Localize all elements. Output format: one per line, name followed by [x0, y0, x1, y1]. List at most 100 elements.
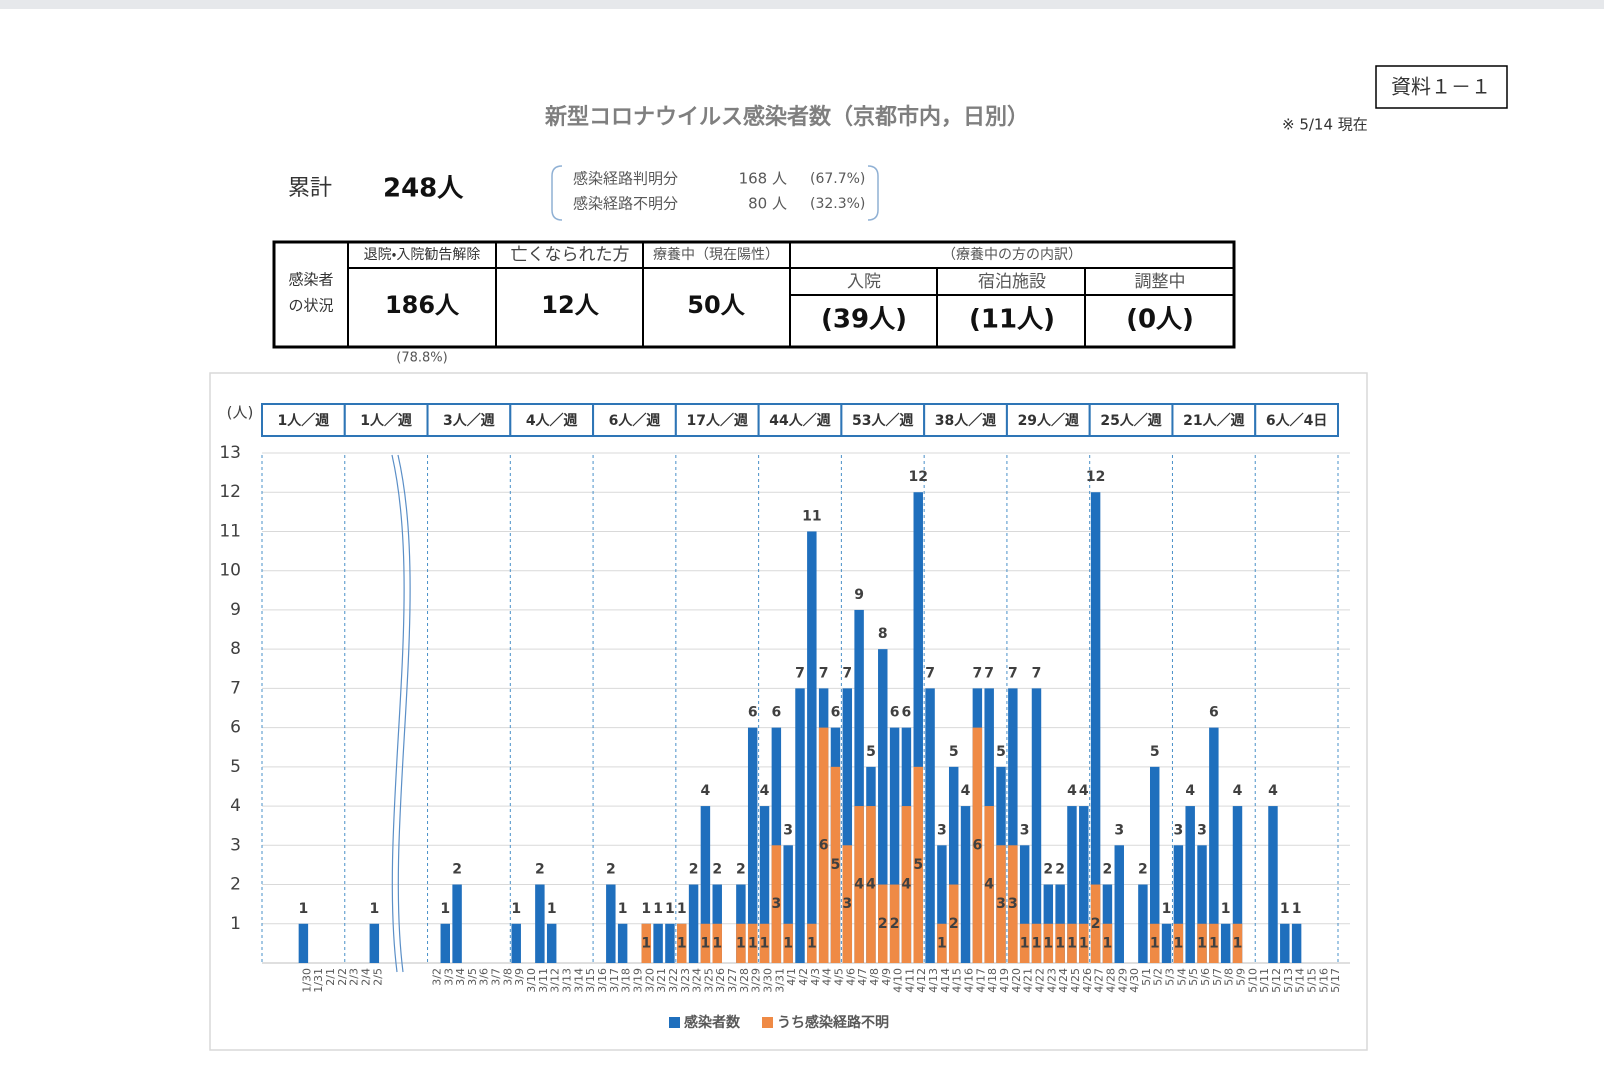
x-tick-label: 3/19 — [631, 968, 644, 993]
value-label: 1 — [547, 901, 557, 917]
week-label: 1人／週 — [278, 413, 330, 429]
x-tick-label: 4/5 — [832, 968, 845, 986]
unknown-route-bar — [1209, 923, 1219, 963]
value-label: 3 — [1197, 822, 1207, 838]
value-label: 1 — [1173, 935, 1183, 951]
row-header: 感染者 — [288, 271, 333, 289]
sub-header: 入院 — [847, 272, 881, 292]
value-label: 4 — [902, 877, 912, 893]
y-tick-label: 3 — [230, 835, 241, 855]
unknown-route-bar — [1232, 923, 1243, 963]
value-label: 7 — [819, 665, 829, 681]
value-label: 5 — [1150, 744, 1160, 760]
value-label: 2 — [452, 862, 462, 878]
x-tick-label: 4/3 — [809, 968, 822, 986]
value-label: 1 — [677, 935, 687, 951]
unknown-route-bar — [937, 923, 947, 963]
x-tick-label: 3/21 — [655, 968, 668, 993]
x-tick-label: 5/13 — [1282, 968, 1295, 993]
x-tick-label: 5/16 — [1317, 968, 1330, 993]
x-tick-label: 5/1 — [1140, 968, 1153, 986]
x-tick-label: 4/2 — [797, 968, 810, 986]
x-tick-label: 5/17 — [1329, 968, 1342, 993]
value-label: 7 — [925, 665, 935, 681]
value-label: 1 — [1221, 901, 1231, 917]
value-label: 4 — [961, 783, 971, 799]
x-tick-label: 4/19 — [998, 968, 1011, 993]
sub-header: 調整中 — [1135, 272, 1186, 292]
unknown-route-bar — [854, 806, 864, 963]
value-label: 1 — [748, 935, 758, 951]
bar — [1008, 688, 1018, 963]
unknown-route-bar — [736, 923, 746, 963]
value-label: 1 — [665, 901, 675, 917]
value-label: 6 — [1209, 705, 1219, 721]
bar — [440, 923, 451, 963]
week-label: 53人／週 — [852, 413, 913, 429]
unknown-route-bar — [1079, 923, 1089, 963]
bar — [1138, 884, 1148, 963]
bar — [878, 649, 888, 963]
bar — [807, 531, 817, 963]
legend-label: うち感染経路不明 — [777, 1014, 889, 1031]
x-tick-label: 3/27 — [726, 968, 739, 993]
unknown-route-bar — [759, 923, 770, 963]
bar — [1220, 923, 1231, 963]
y-tick-label: 2 — [230, 875, 241, 895]
week-label: 3人／週 — [443, 413, 495, 429]
bar — [1185, 806, 1195, 963]
unknown-route-bar — [1090, 884, 1101, 963]
week-cell — [840, 403, 926, 437]
value-label: 3 — [783, 822, 793, 838]
chart-frame — [209, 372, 1368, 1051]
value-label: 4 — [984, 877, 994, 893]
unknown-route-bar — [913, 766, 923, 963]
unknown-route-bar — [901, 806, 912, 963]
x-tick-label: 5/11 — [1258, 968, 1271, 993]
unknown-route-bar — [889, 884, 900, 963]
x-tick-label: 3/20 — [643, 968, 656, 993]
x-tick-label: 3/18 — [620, 968, 633, 993]
x-tick-label: 5/7 — [1211, 968, 1224, 986]
bar — [1149, 766, 1160, 963]
value-label: 1 — [1292, 901, 1302, 917]
value-label: 2 — [890, 916, 900, 932]
value-label: 1 — [1150, 935, 1160, 951]
bracket-left — [551, 165, 563, 221]
total-label: 累計 — [288, 176, 332, 201]
x-tick-label: 4/17 — [974, 968, 987, 993]
bar — [747, 727, 758, 963]
bar — [1067, 806, 1077, 963]
value-label: 2 — [606, 862, 616, 878]
value-label: 4 — [1079, 783, 1089, 799]
week-cell — [1254, 403, 1339, 437]
x-tick-label: 2/2 — [336, 968, 349, 986]
x-tick-label: 3/22 — [667, 968, 680, 993]
value-label: 1 — [1103, 935, 1113, 951]
bar — [937, 845, 947, 963]
legend-swatch — [762, 1017, 773, 1028]
bar — [948, 766, 959, 963]
x-tick-label: 3/30 — [762, 968, 775, 993]
x-tick-label: 4/4 — [821, 968, 834, 986]
top-strip — [0, 0, 1604, 9]
y-tick-label: 11 — [219, 521, 241, 541]
value-label: 7 — [795, 665, 805, 681]
axis-break — [397, 454, 411, 973]
value-label: 7 — [1032, 665, 1042, 681]
route-count: 80 人 — [748, 195, 787, 213]
value-label: 5 — [996, 744, 1006, 760]
y-tick-label: 6 — [230, 718, 241, 738]
bar — [369, 923, 380, 963]
x-tick-label: 3/17 — [608, 968, 621, 993]
value-label: 1 — [677, 901, 687, 917]
value-label: 12 — [1086, 469, 1105, 485]
x-tick-label: 3/26 — [714, 968, 727, 993]
value-label: 1 — [1197, 935, 1207, 951]
title: 新型コロナウイルス感染者数（京都市内，日別） — [544, 104, 1029, 130]
x-tick-label: 2/3 — [348, 968, 361, 986]
x-tick-label: 5/9 — [1234, 968, 1247, 986]
value-label: 1 — [712, 935, 722, 951]
value-label: 2 — [949, 916, 959, 932]
